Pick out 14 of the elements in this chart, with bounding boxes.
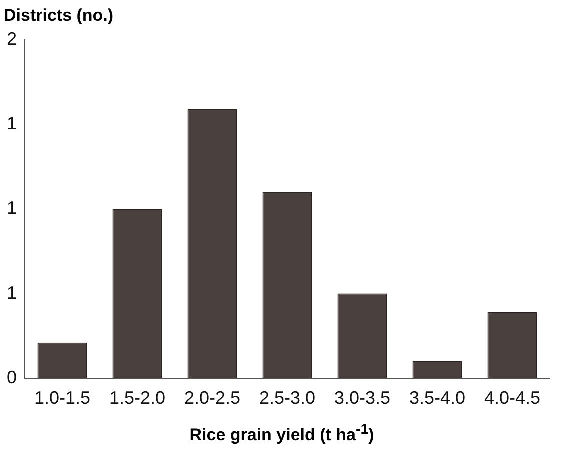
y-tick-label: 1 [6,282,18,303]
x-axis-title: Rice grain yield (t ha$^{-1}$) [188,422,376,446]
x-tick-label: 3.0-3.5 [334,388,391,408]
y-tick-label: 0 [6,367,18,388]
x-tick-label: 1.5-2.0 [109,388,166,408]
x-tick-label: 4.0-4.5 [484,388,541,408]
x-tick-label: 1.0-1.5 [34,388,91,408]
y-tick-label: 1 [6,198,18,218]
x-tick-label: 3.5-4.0 [409,388,466,408]
y-tick-label: 1 [6,114,18,134]
x-tick-label: 2.5-3.0 [259,388,316,408]
y-axis-title: Districts (no.) [4,6,114,26]
x-tick-label: 2.0-2.5 [184,388,241,408]
y-tick-label: 2 [6,28,18,49]
